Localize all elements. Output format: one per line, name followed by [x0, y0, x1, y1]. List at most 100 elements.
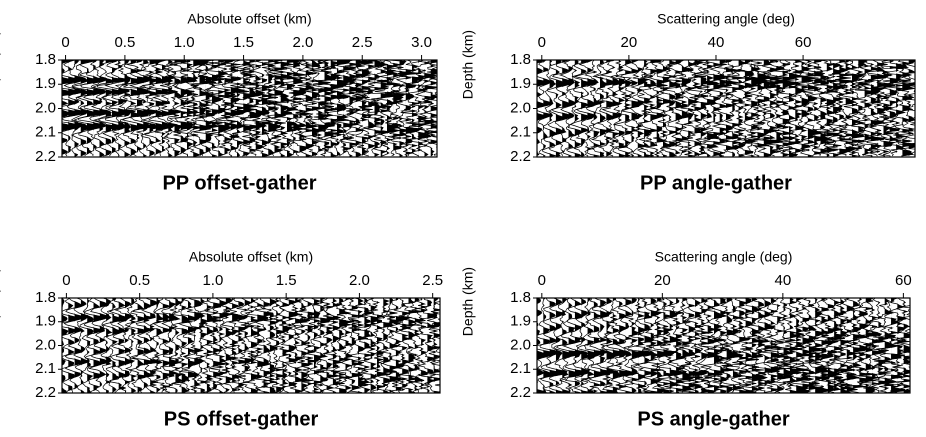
trace	[652, 298, 676, 393]
trace	[277, 60, 308, 157]
trace	[315, 60, 347, 157]
trace	[594, 60, 621, 157]
trace	[541, 60, 559, 157]
trace	[168, 60, 196, 157]
trace	[701, 60, 730, 157]
trace-fill	[87, 60, 100, 157]
panel: 0 20 40 60 1.8 1.9 2.0 2.1 2.2 Scattering angle (…	[459, 11, 916, 194]
trace-fill	[549, 298, 562, 393]
x-tick-label: 20	[654, 272, 671, 289]
trace	[697, 298, 722, 393]
trace-fill	[682, 298, 694, 393]
trace	[141, 60, 170, 157]
x-tick-label: 1.5	[233, 34, 254, 51]
trace-fill	[878, 298, 895, 393]
x-tick-label: 40	[708, 34, 725, 51]
trace	[873, 60, 902, 157]
trace	[161, 298, 182, 393]
trace	[354, 60, 380, 157]
traces	[537, 60, 915, 157]
trace	[796, 298, 823, 393]
trace-fill	[440, 298, 451, 393]
trace	[139, 60, 162, 157]
trace	[866, 298, 895, 393]
trace	[304, 298, 324, 393]
trace	[108, 298, 130, 393]
trace	[761, 60, 790, 157]
trace-fill	[770, 298, 787, 393]
trace-fill	[663, 298, 675, 393]
trace	[406, 298, 425, 393]
trace	[131, 298, 155, 393]
trace-fill	[574, 298, 588, 393]
trace	[694, 60, 721, 157]
trace	[306, 60, 332, 157]
trace	[772, 298, 800, 393]
trace	[114, 60, 135, 157]
trace	[885, 298, 910, 393]
trace	[843, 298, 871, 393]
trace	[310, 298, 331, 393]
trace-fill	[801, 60, 819, 157]
x-tick-label: 60	[895, 272, 912, 289]
y-tick-label: 2.1	[510, 124, 531, 141]
trace	[374, 298, 397, 393]
panel-title: PS angle-gather	[637, 408, 789, 430]
trace	[370, 298, 391, 393]
trace-fill	[349, 60, 362, 157]
x-tick-label: 2.0	[349, 272, 370, 289]
trace	[822, 60, 846, 157]
trace	[742, 60, 765, 157]
trace	[62, 60, 83, 157]
y-tick-label: 1.9	[510, 313, 531, 330]
trace	[894, 298, 910, 393]
y-tick-label: 2.0	[510, 336, 531, 353]
trace	[418, 61, 437, 157]
trace-fill	[62, 60, 74, 157]
trace	[62, 60, 89, 157]
trace-fill	[112, 60, 125, 157]
trace	[176, 298, 200, 393]
trace	[171, 60, 200, 157]
trace-fill	[587, 60, 599, 157]
trace	[322, 60, 351, 157]
trace-fill	[902, 60, 915, 157]
trace	[834, 298, 860, 393]
trace	[417, 298, 438, 393]
panel-title: PS offset-gather	[164, 408, 319, 430]
trace	[190, 60, 221, 157]
trace	[341, 298, 364, 393]
trace	[721, 298, 752, 393]
trace-fill	[225, 298, 234, 393]
trace	[70, 60, 90, 157]
trace	[202, 298, 224, 393]
trace	[393, 60, 422, 157]
trace-fill	[339, 298, 350, 393]
traces	[62, 60, 437, 157]
trace	[378, 298, 404, 393]
trace	[360, 298, 382, 393]
trace-fill	[910, 298, 926, 393]
y-tick-label: 1.9	[35, 75, 56, 92]
trace	[148, 60, 176, 157]
trace	[284, 60, 311, 157]
trace	[210, 298, 232, 393]
trace	[89, 60, 112, 157]
trace	[62, 298, 79, 393]
trace	[631, 298, 656, 393]
y-tick-label: 1.9	[510, 75, 531, 92]
trace-fill	[574, 60, 582, 157]
trace	[87, 298, 111, 393]
y-tick-label: 1.8	[35, 51, 56, 68]
trace	[228, 298, 251, 393]
trace-fill	[74, 60, 87, 157]
x-tick-label: 40	[775, 272, 792, 289]
x-tick-label: 3.0	[411, 34, 432, 51]
trace	[628, 60, 647, 157]
trace	[239, 60, 270, 157]
trace	[882, 60, 910, 157]
trace	[83, 298, 105, 393]
trace	[140, 298, 159, 393]
trace	[714, 60, 742, 157]
trace	[62, 298, 69, 393]
